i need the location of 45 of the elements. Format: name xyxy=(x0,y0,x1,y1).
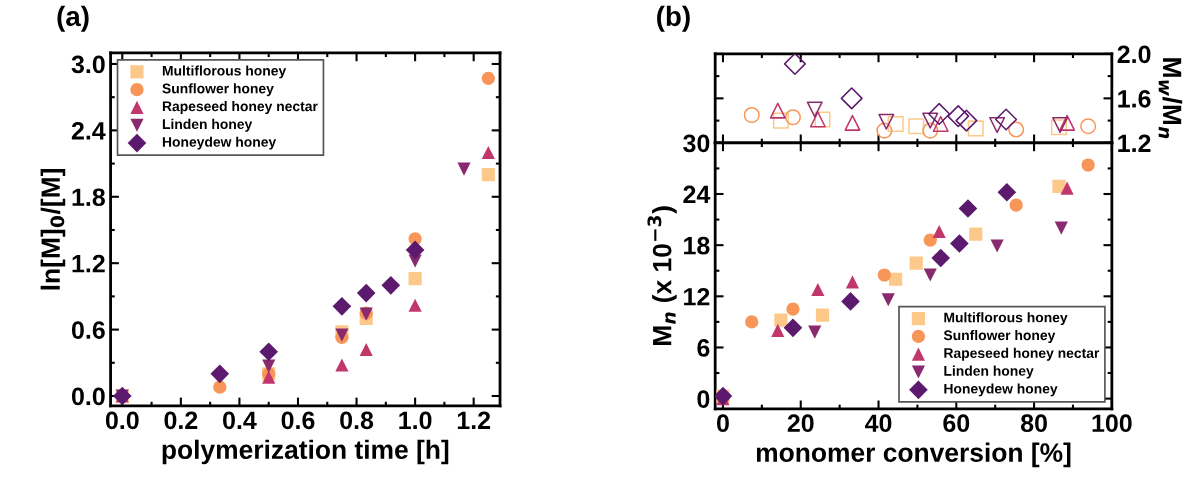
y-tick-label: 18 xyxy=(684,236,710,255)
y-tick-label: 1.6 xyxy=(1118,89,1151,108)
x-tick-label: 0.0 xyxy=(105,411,139,430)
x-tick-label: 40 xyxy=(865,414,892,433)
y-tick-label: 0.6 xyxy=(71,321,105,339)
x-tick-label: 0.8 xyxy=(340,411,374,430)
text: (b) xyxy=(657,5,690,32)
legend-label: Rapeseed honey nectar xyxy=(944,347,1100,361)
x-tick-label: 1.2 xyxy=(457,411,491,429)
x-tick-label: 0.4 xyxy=(223,411,257,430)
legend-label: Sunflower honey xyxy=(162,83,274,97)
x-tick-label: 80 xyxy=(1020,414,1047,433)
y-tick-label: 1.8 xyxy=(72,188,105,207)
x-tick-label: 0.2 xyxy=(164,411,198,430)
y-tick-label: 2.4 xyxy=(71,121,106,140)
legend-label: Sunflower honey xyxy=(943,329,1056,343)
y-axis-title: ln[M]$_{0}$/[M] xyxy=(40,169,66,290)
y-tick-label: 3.0 xyxy=(71,55,105,74)
x-tick-label: 0.6 xyxy=(281,411,315,430)
y-tick-label: 30 xyxy=(683,134,710,153)
y-tick-label: 6 xyxy=(697,339,710,357)
x-tick-label: 0 xyxy=(717,414,729,433)
x-tick-label: 100 xyxy=(1092,414,1132,433)
y-tick-label: 0 xyxy=(697,390,710,408)
y-tick-label: 0.0 xyxy=(71,387,105,406)
legend-label: Multiflorous honey xyxy=(944,312,1068,326)
legend-label: Linden honey xyxy=(162,118,253,132)
x-tick-label: 1.0 xyxy=(399,411,432,430)
y-axis-title: M$_{n}$ (x 10$^{−3}$) xyxy=(647,206,677,345)
legend-label: Multiflorous honey xyxy=(162,65,287,79)
y-tick-label: 1.2 xyxy=(72,254,105,273)
y-tick-label: 12 xyxy=(684,287,710,306)
y-tick-label: 1.2 xyxy=(1118,134,1151,152)
text: (a) xyxy=(57,5,89,32)
y-tick-label: 2.0 xyxy=(1117,45,1151,64)
x-tick-label: 20 xyxy=(787,414,814,433)
legend-label: Rapeseed honey nectar xyxy=(162,101,318,114)
legend-label: Honeydew honey xyxy=(162,136,277,150)
y-tick-label: 24 xyxy=(683,185,711,204)
x-tick-label: 60 xyxy=(943,414,970,433)
x-axis-title: polymerization time [h] xyxy=(162,439,449,465)
x-axis-title: monomer conversion [%] xyxy=(756,442,1071,468)
y-axis-title: M$_{w}$/M$_{n}$ xyxy=(1158,58,1183,139)
legend-label: Linden honey xyxy=(944,365,1034,379)
legend-label: Honeydew honey xyxy=(944,383,1058,397)
